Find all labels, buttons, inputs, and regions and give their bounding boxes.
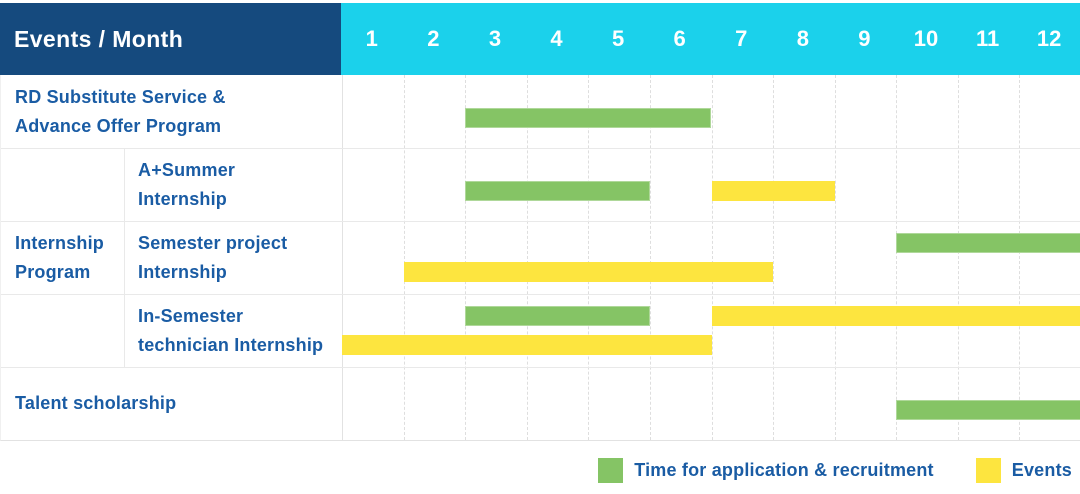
bar-events — [342, 335, 712, 355]
row-label-in-semester-technician-internship: In-Semester technician Internship — [138, 305, 324, 355]
row-label-talent-scholarship: Talent scholarship — [15, 393, 177, 413]
legend-label: Time for application & recruitment — [634, 459, 934, 480]
month-label: 5 — [611, 26, 625, 51]
month-gridline — [526, 75, 528, 440]
month-gridline — [773, 75, 775, 440]
month-gridline — [834, 75, 836, 440]
legend: Time for application & recruitment Events — [556, 453, 1072, 487]
month-label: 8 — [796, 26, 809, 51]
month-gridline — [896, 75, 898, 440]
bar-application_recruitment — [465, 108, 712, 128]
label-month-divider — [342, 75, 343, 440]
bar-application_recruitment — [896, 233, 1080, 253]
month-label: 10 — [913, 26, 939, 51]
month-label: 2 — [427, 26, 440, 51]
row-divider — [1, 367, 1080, 368]
bar-application_recruitment — [465, 181, 650, 201]
row-divider — [1, 148, 1080, 149]
month-gridline — [711, 75, 713, 440]
month-label: 11 — [975, 26, 1000, 51]
legend-label: Events — [1011, 459, 1072, 480]
month-gridline — [403, 75, 405, 440]
events-month-header-cell: Events / Month — [0, 3, 341, 75]
row-divider — [1, 221, 1080, 222]
bar-application_recruitment — [465, 306, 650, 326]
row-label-rd-substitute: RD Substitute Service & Advance Offer Pr… — [15, 86, 226, 136]
group-label-internship-program: Internship Program — [1, 148, 125, 367]
legend-item-events: Events — [975, 457, 1072, 483]
legend-item-application_recruitment: Time for application & recruitment — [598, 457, 934, 483]
bar-events — [711, 306, 1080, 326]
month-label: 9 — [858, 26, 871, 51]
bar-events — [711, 181, 835, 201]
row-divider — [1, 294, 1080, 295]
month-label: 3 — [488, 26, 502, 51]
month-label: 7 — [735, 26, 748, 51]
month-header: 1 2 3 4 5 6 7 8 9 10 11 12 — [341, 3, 1080, 75]
month-gridline — [649, 75, 651, 440]
row-label-a-plus-summer-internship: A+Summer Internship — [138, 159, 236, 209]
month-label: 1 — [365, 26, 378, 51]
bar-events — [403, 262, 774, 282]
month-label: 4 — [550, 26, 563, 51]
header-title: Events / Month — [14, 25, 184, 52]
bar-application_recruitment — [896, 400, 1080, 420]
month-label: 6 — [673, 26, 686, 51]
month-gridline — [588, 75, 590, 440]
row-label-semester-project-internship: Semester project Internship — [138, 232, 288, 282]
month-gridline — [465, 75, 467, 440]
chart-body: RD Substitute Service & Advance Offer Pr… — [0, 75, 1080, 441]
legend-swatch-application_recruitment — [598, 457, 624, 483]
month-gridline — [1019, 75, 1021, 440]
month-gridline — [957, 75, 959, 440]
month-label: 12 — [1036, 26, 1062, 51]
legend-swatch-events — [975, 457, 1001, 483]
